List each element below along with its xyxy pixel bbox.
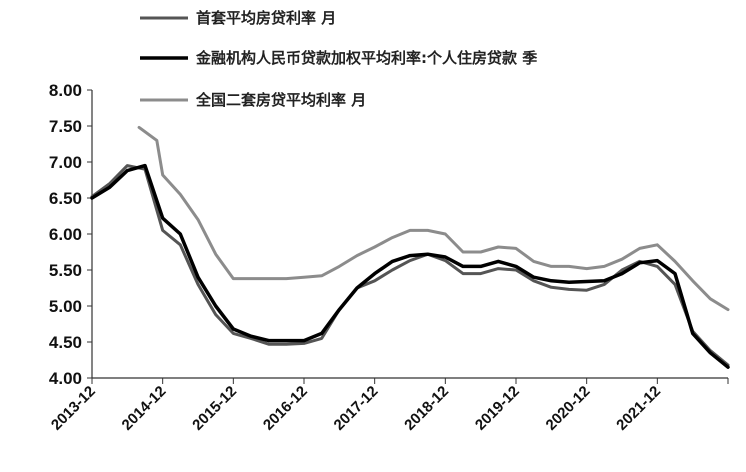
- y-tick-label: 8.00: [49, 81, 82, 100]
- legend-label-1: 首套平均房贷利率 月: [196, 9, 336, 27]
- x-axis: 2013-12 2014-12 2015-12 2016-12 2017-12 2018-…: [48, 377, 729, 434]
- legend-label-3: 全国二套房贷平均利率 月: [195, 91, 366, 109]
- y-tick-label: 7.00: [49, 153, 82, 172]
- series-line-3: [137, 125, 730, 312]
- y-tick-label: 5.50: [49, 261, 82, 280]
- y-tick-label: 4.50: [49, 333, 82, 352]
- y-tick-label: 6.50: [49, 189, 82, 208]
- x-tick-label: 2014-12: [119, 383, 170, 434]
- x-tick-label: 2018-12: [401, 383, 452, 434]
- series-line-1: [90, 164, 730, 367]
- x-tick-label: 2020-12: [543, 383, 594, 434]
- x-tick-label: 2015-12: [189, 383, 240, 434]
- y-tick-label: 4.00: [49, 369, 82, 388]
- x-tick-label: 2016-12: [260, 383, 311, 434]
- x-tick-label: 2021-12: [613, 383, 664, 434]
- y-axis: 8.00 7.50 7.00 6.50 6.00 5.50 5.00 4.50 4.00: [49, 81, 93, 388]
- x-tick-label: 2013-12: [48, 383, 99, 434]
- y-tick-label: 5.00: [49, 297, 82, 316]
- series-lines: [90, 125, 730, 369]
- y-tick-label: 7.50: [49, 117, 82, 136]
- y-tick-label: 6.00: [49, 225, 82, 244]
- x-tick-label: 2017-12: [331, 383, 382, 434]
- legend-label-2: 金融机构人民币贷款加权平均利率:个人住房贷款 季: [195, 49, 537, 67]
- series-line-2: [90, 163, 730, 369]
- x-tick-label: 2019-12: [472, 383, 523, 434]
